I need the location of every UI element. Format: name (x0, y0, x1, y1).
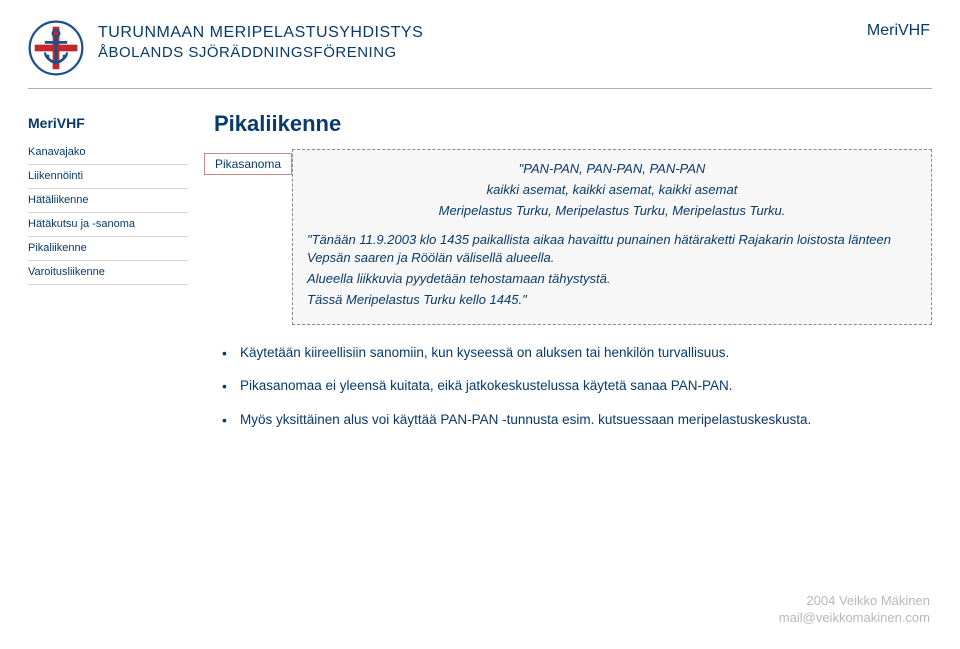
footer-credit: 2004 Veikko Mäkinen mail@veikkomakinen.c… (779, 592, 930, 627)
quote-line1: "PAN-PAN, PAN-PAN, PAN-PAN (307, 160, 917, 179)
sidebar-item-hataliikenne[interactable]: Hätäliikenne (28, 189, 188, 213)
sidebar-item-hatakutsu[interactable]: Hätäkutsu ja -sanoma (28, 213, 188, 237)
sidebar: MeriVHF Kanavajako Liikennöinti Hätäliik… (28, 111, 188, 285)
footer-email: mail@veikkomakinen.com (779, 609, 930, 627)
quote-box: "PAN-PAN, PAN-PAN, PAN-PAN kaikki asemat… (292, 149, 932, 325)
bullet-item: Pikasanomaa ei yleensä kuitata, eikä jat… (222, 376, 932, 396)
bullet-item: Myös yksittäinen alus voi käyttää PAN-PA… (222, 410, 932, 430)
page-topic-label: MeriVHF (867, 22, 930, 40)
sidebar-item-pikaliikenne[interactable]: Pikaliikenne (28, 237, 188, 261)
quote-line2: kaikki asemat, kaikki asemat, kaikki ase… (307, 181, 917, 200)
page-header: TURUNMAAN MERIPELASTUSYHDISTYS ÅBOLANDS … (0, 0, 960, 82)
footer-author: 2004 Veikko Mäkinen (779, 592, 930, 610)
bullet-list: Käytetään kiireellisiin sanomiin, kun ky… (214, 343, 932, 430)
sidebar-item-kanavajako[interactable]: Kanavajako (28, 141, 188, 165)
org-logo (28, 20, 84, 76)
callout-label: Pikasanoma (204, 153, 292, 175)
quote-body3: Tässä Meripelastus Turku kello 1445." (307, 291, 917, 310)
sidebar-item-varoitusliikenne[interactable]: Varoitusliikenne (28, 261, 188, 285)
org-name-block: TURUNMAAN MERIPELASTUSYHDISTYS ÅBOLANDS … (98, 20, 423, 61)
quote-header: "PAN-PAN, PAN-PAN, PAN-PAN kaikki asemat… (307, 160, 917, 221)
org-name-sv: ÅBOLANDS SJÖRÄDDNINGSFÖRENING (98, 44, 423, 61)
main-column: Pikaliikenne Pikasanoma "PAN-PAN, PAN-PA… (188, 111, 932, 444)
quote-line3: Meripelastus Turku, Meripelastus Turku, … (307, 202, 917, 221)
quote-body1: "Tänään 11.9.2003 klo 1435 paikallista a… (307, 231, 917, 269)
org-name-fi: TURUNMAAN MERIPELASTUSYHDISTYS (98, 24, 423, 42)
quote-body2: Alueella liikkuvia pyydetään tehostamaan… (307, 270, 917, 289)
page-title: Pikaliikenne (214, 111, 932, 137)
content-area: MeriVHF Kanavajako Liikennöinti Hätäliik… (0, 89, 960, 444)
sidebar-heading: MeriVHF (28, 115, 188, 131)
callout-wrapper: Pikasanoma "PAN-PAN, PAN-PAN, PAN-PAN ka… (214, 149, 932, 325)
bullet-item: Käytetään kiireellisiin sanomiin, kun ky… (222, 343, 932, 363)
sidebar-item-liikennointi[interactable]: Liikennöinti (28, 165, 188, 189)
